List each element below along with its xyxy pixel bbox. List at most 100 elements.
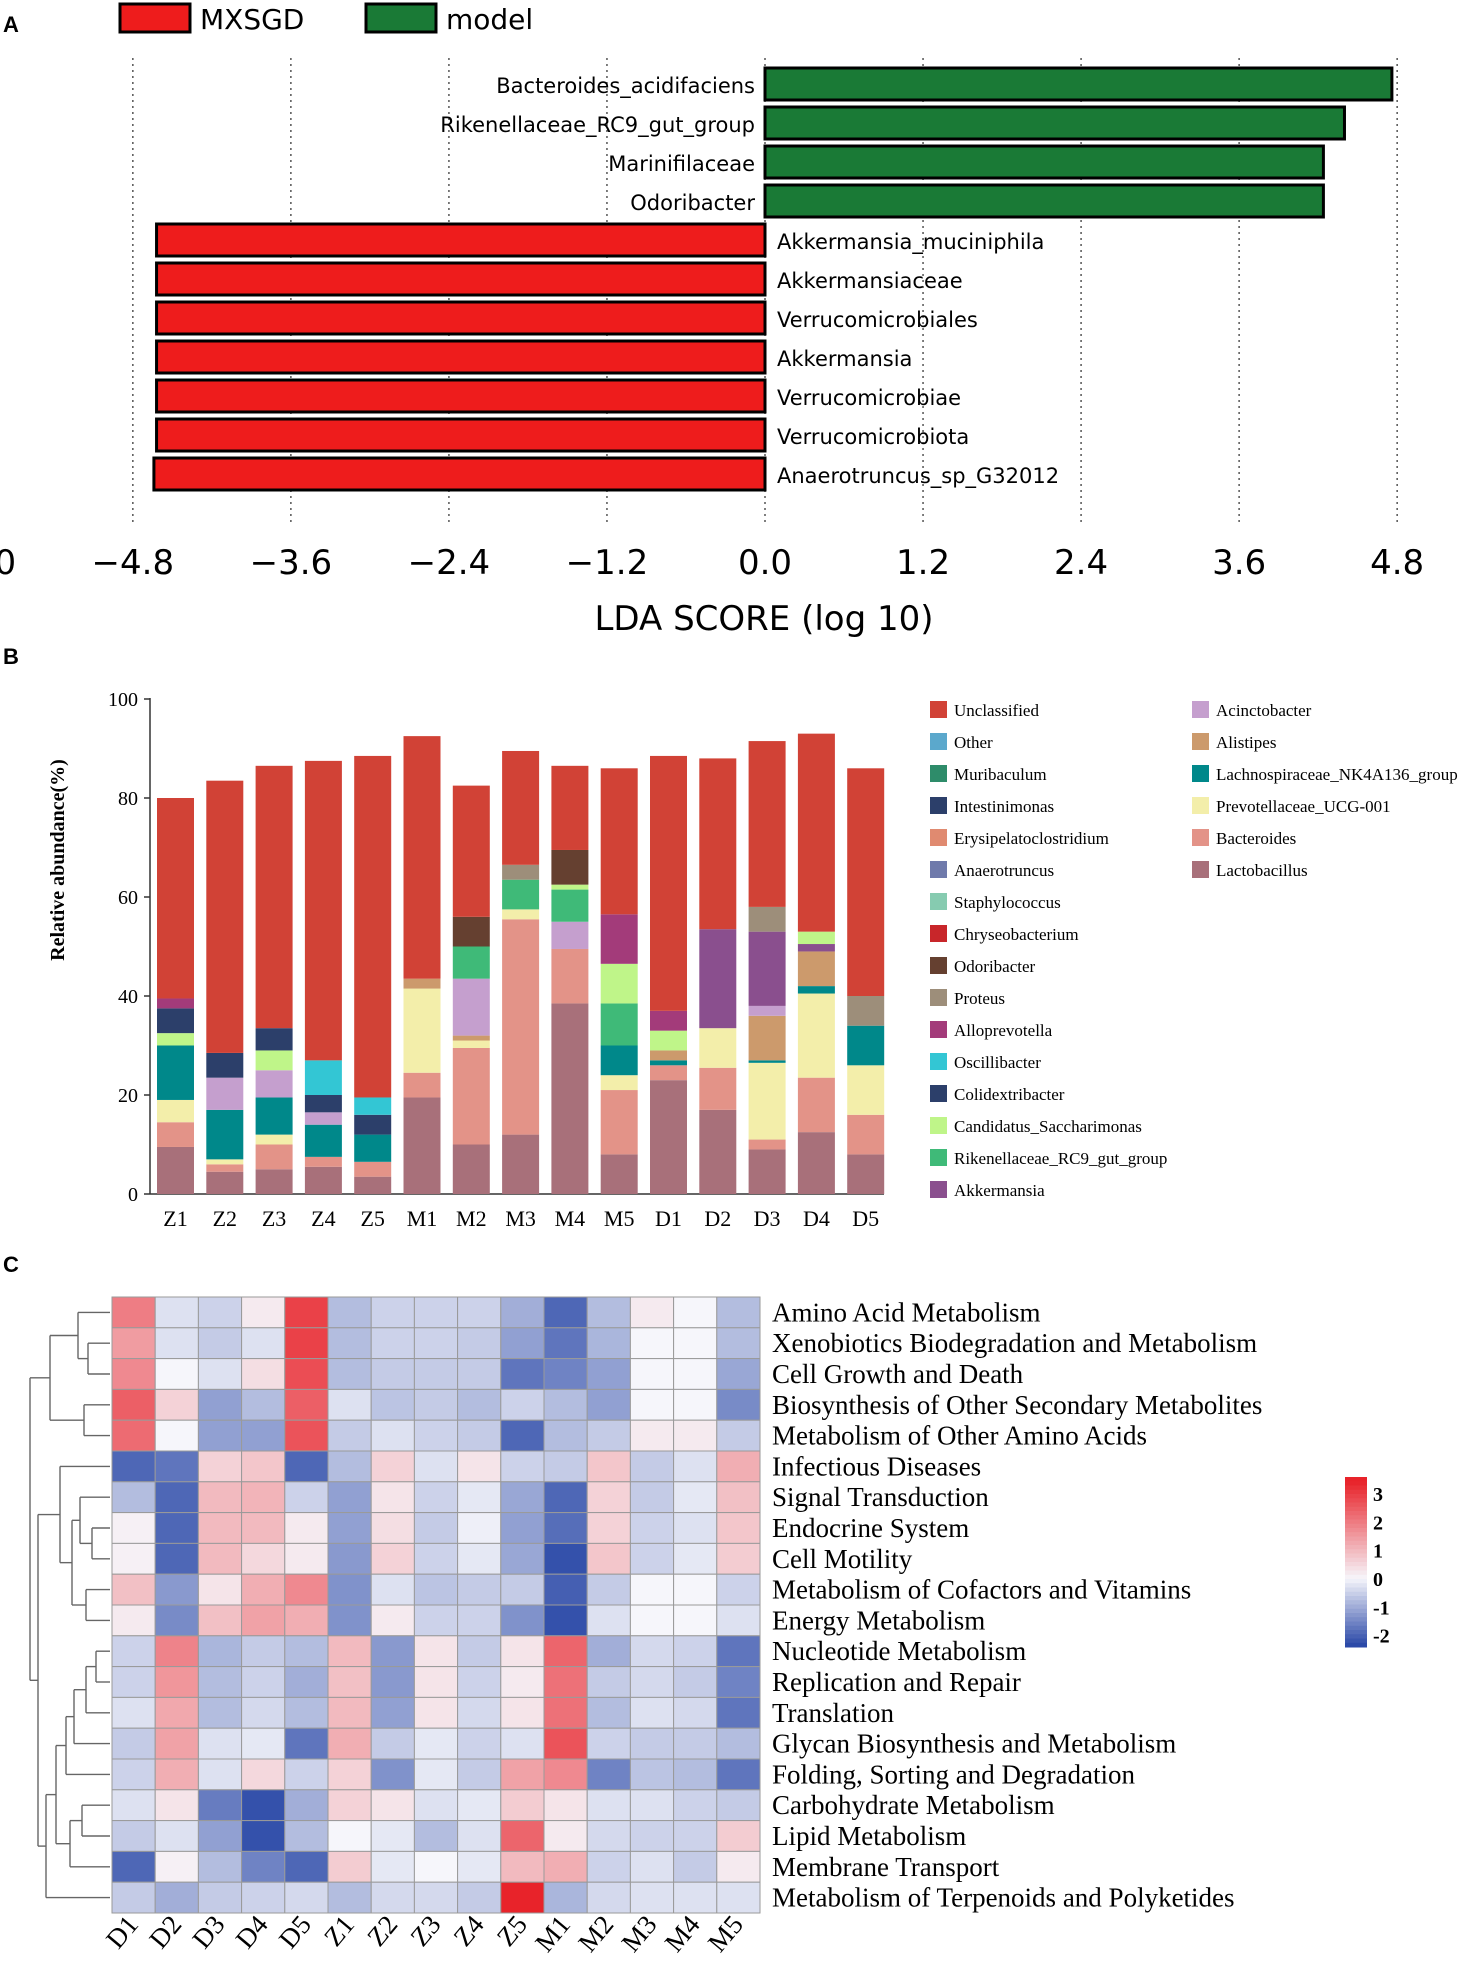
bar-segment-colidextribacter-z3 [255,1028,293,1051]
legend-label-intestinimonas: Intestinimonas [954,797,1054,816]
heat-cell [629,1696,675,1729]
heat-cell [586,1419,631,1452]
heat-cell [241,1727,286,1760]
heat-cell [716,1666,761,1698]
heat-cell [543,1758,588,1791]
heat-cell [413,1789,459,1822]
heat-cell [673,1573,718,1606]
bar-segment-lactobacillus-d4 [797,1132,835,1194]
heat-cell [586,1481,631,1514]
heat-cell [197,1727,243,1760]
y-tick-label: 20 [118,1085,138,1107]
heat-cell [370,1850,415,1883]
heat-cell [716,1850,761,1883]
bar-segment-unclassified-z5 [354,755,392,1098]
colorbar-step [1345,1502,1367,1508]
heat-cell [111,1696,156,1729]
bar-segment-prevotellaceae-ucg-001-m5 [600,1075,638,1091]
bar-segment-prevotellaceae-ucg-001-d5 [847,1065,885,1115]
bar-segment-lactobacillus-m3 [502,1134,540,1194]
x-tick-label-m4: M4 [555,1206,586,1231]
heat-cell [629,1450,675,1483]
heat-cell [154,1419,199,1452]
heat-cell [457,1450,502,1483]
x-tick-label: −3.6 [250,543,333,583]
x-tick-label: −6.0 [0,543,16,583]
heat-cell [154,1881,199,1914]
colorbar-step [1345,1634,1367,1639]
legend-label-odoribacter: Odoribacter [954,957,1036,976]
heat-cell [457,1881,502,1914]
heat-cell [629,1758,675,1791]
legend-swatch-colidextribacter [930,1085,947,1102]
heat-cell [586,1542,631,1575]
bar-segment-lactobacillus-m4 [551,1003,589,1194]
x-tick-label-m5: M5 [604,1206,635,1231]
bar-segment-candidatus-saccharimonas-m5 [600,963,638,1004]
heat-cell [111,1327,156,1360]
colorbar-tick-label: 2 [1373,1512,1383,1534]
bar-segment-colidextribacter-z5 [354,1114,392,1135]
row-label-signal-transduction: Signal Transduction [772,1482,989,1512]
legend-label-lachnospiraceae-nk4a136-group: Lachnospiraceae_NK4A136_group [1216,765,1458,784]
heat-cell [500,1542,545,1575]
bar-segment-candidatus-saccharimonas-m4 [551,884,589,890]
colorbar-step [1345,1583,1367,1588]
heat-cell [629,1635,675,1668]
bar-segment-unclassified-d5 [847,768,885,996]
bar-segment-alistipes-m2 [452,1035,490,1041]
row-label-glycan-biosynthesis-and-metabolism: Glycan Biosynthesis and Metabolism [772,1729,1176,1759]
lda-label-akkermansia-muciniphila: Akkermansia_muciniphila [777,230,1044,255]
row-label-replication-and-repair: Replication and Repair [772,1667,1021,1697]
heat-cell [197,1696,243,1729]
legend-label-staphylococcus: Staphylococcus [954,893,1061,912]
heat-cell [241,1696,286,1729]
legend-swatch-model [364,2,438,34]
colorbar-step [1345,1540,1367,1546]
heat-cell [370,1696,415,1729]
heat-cell [370,1450,415,1483]
heat-cell [327,1358,372,1390]
lda-bar-rikenellaceae-rc9-gut-group [763,105,1346,141]
legend-swatch-proteus [930,989,947,1006]
bar-segment-alloprevotella-m5 [600,914,638,964]
heat-cell [284,1604,329,1637]
bar-segment-unclassified-m1 [403,736,441,979]
bar-segment-prevotellaceae-ucg-001-d2 [699,1028,737,1068]
bar-segment-bacteroides-z2 [206,1164,244,1172]
colorbar-step [1345,1489,1367,1495]
heat-cell [673,1481,718,1514]
bar-segment-lactobacillus-d2 [699,1109,737,1194]
heat-cell [457,1327,502,1360]
heat-cell [413,1881,459,1914]
colorbar-step [1345,1591,1367,1597]
x-tick-label-m3: M3 [505,1206,536,1231]
heat-cell [673,1635,718,1668]
colorbar-step [1345,1642,1367,1648]
heat-cell [111,1358,156,1390]
bar-segment-lachnospiraceae-nk4a136-group-z2 [206,1109,244,1160]
stacked-bars [157,733,885,1194]
bar-segment-bacteroides-d4 [797,1077,835,1133]
bar-segment-unclassified-d1 [650,755,687,1011]
bar-segment-bacteroides-m2 [452,1047,490,1145]
heat-cell [673,1727,718,1760]
heat-cell [241,1820,286,1852]
bar-segment-lactobacillus-d1 [650,1080,687,1194]
heat-cell [629,1388,675,1421]
heat-cell [716,1789,761,1822]
heat-cell [111,1419,156,1452]
legend-swatch-erysipelatoclostridium [930,829,947,846]
heat-cell [457,1573,502,1606]
y-tick-label: 40 [118,986,138,1008]
heat-cell [716,1604,761,1637]
row-label-translation: Translation [772,1698,895,1728]
bar-segment-bacteroides-m5 [600,1090,638,1155]
legend-label-akkermansia: Akkermansia [954,1181,1045,1200]
heat-cell [500,1696,545,1729]
colorbar-step [1345,1477,1367,1482]
heat-cell [543,1850,588,1883]
heat-cell [500,1481,545,1514]
heat-cell [284,1850,329,1883]
